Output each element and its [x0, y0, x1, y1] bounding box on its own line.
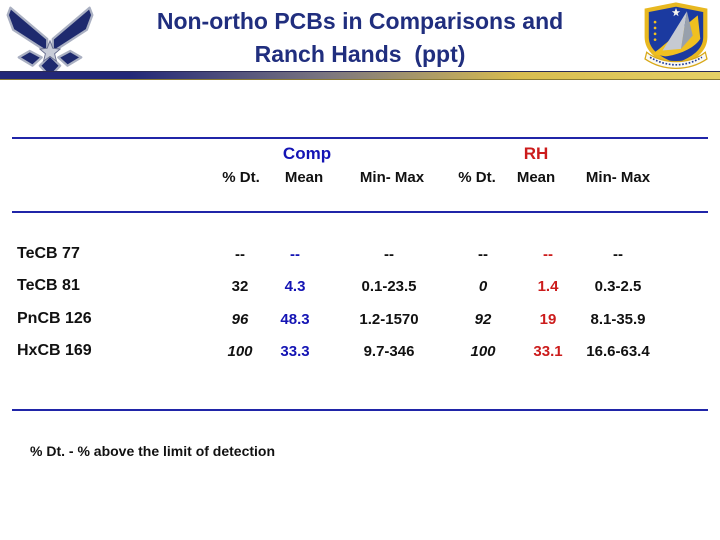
gradient-divider-bar — [0, 71, 720, 80]
title-line-2: Ranch Hands (ppt) — [254, 41, 466, 67]
table-cell: 4.3 — [284, 278, 306, 295]
row-label: HxCB 169 — [17, 342, 92, 359]
table-cell: 92 — [474, 311, 492, 328]
table-cell: 100 — [227, 343, 253, 360]
table-cell: 48.3 — [280, 311, 310, 328]
table-cell: -- — [478, 246, 488, 263]
slide-title: Non-ortho PCBs in Comparisons and Ranch … — [96, 5, 624, 71]
table-cell: 1.2-1570 — [359, 311, 419, 328]
table-rule-top — [12, 137, 708, 139]
table-cell: 1.4 — [537, 278, 559, 295]
table-cell: 100 — [470, 343, 496, 360]
star-icon — [671, 7, 681, 17]
table-cell: -- — [613, 246, 623, 263]
column-header: Min- Max — [359, 169, 425, 186]
footnote: % Dt. - % above the limit of detection — [30, 443, 276, 459]
table-cell: 0.3-2.5 — [594, 278, 642, 295]
us-air-force-wings-logo — [6, 6, 94, 78]
table-cell: -- — [290, 246, 300, 263]
column-header: % Dt. — [458, 169, 496, 186]
table-cell: 96 — [231, 311, 249, 328]
table-cell: 0 — [478, 278, 488, 295]
column-header: Mean — [516, 169, 556, 186]
table-cell: -- — [235, 246, 245, 263]
table-cell: -- — [543, 246, 553, 263]
row-label: TeCB 77 — [17, 245, 80, 262]
table-cell: 8.1-35.9 — [590, 311, 646, 328]
afrl-shield-logo — [644, 2, 708, 69]
table-cell: 19 — [539, 311, 557, 328]
table-rule-middle — [12, 211, 708, 213]
title-line-1: Non-ortho PCBs in Comparisons and — [156, 8, 564, 34]
table-cell: 33.1 — [533, 343, 563, 360]
group-header-comp: Comp — [282, 144, 332, 163]
column-header: % Dt. — [222, 169, 260, 186]
column-header: Min- Max — [585, 169, 651, 186]
table-cell: -- — [384, 246, 394, 263]
table-rule-bottom — [12, 409, 708, 411]
table-cell: 33.3 — [280, 343, 310, 360]
row-label: PnCB 126 — [17, 310, 92, 327]
column-header: Mean — [284, 169, 324, 186]
group-header-rh: RH — [523, 144, 549, 163]
table-cell: 32 — [231, 278, 249, 295]
row-label: TeCB 81 — [17, 277, 80, 294]
table-cell: 16.6-63.4 — [586, 343, 650, 360]
table-cell: 9.7-346 — [363, 343, 415, 360]
table-cell: 0.1-23.5 — [361, 278, 417, 295]
star-icon — [38, 39, 62, 63]
